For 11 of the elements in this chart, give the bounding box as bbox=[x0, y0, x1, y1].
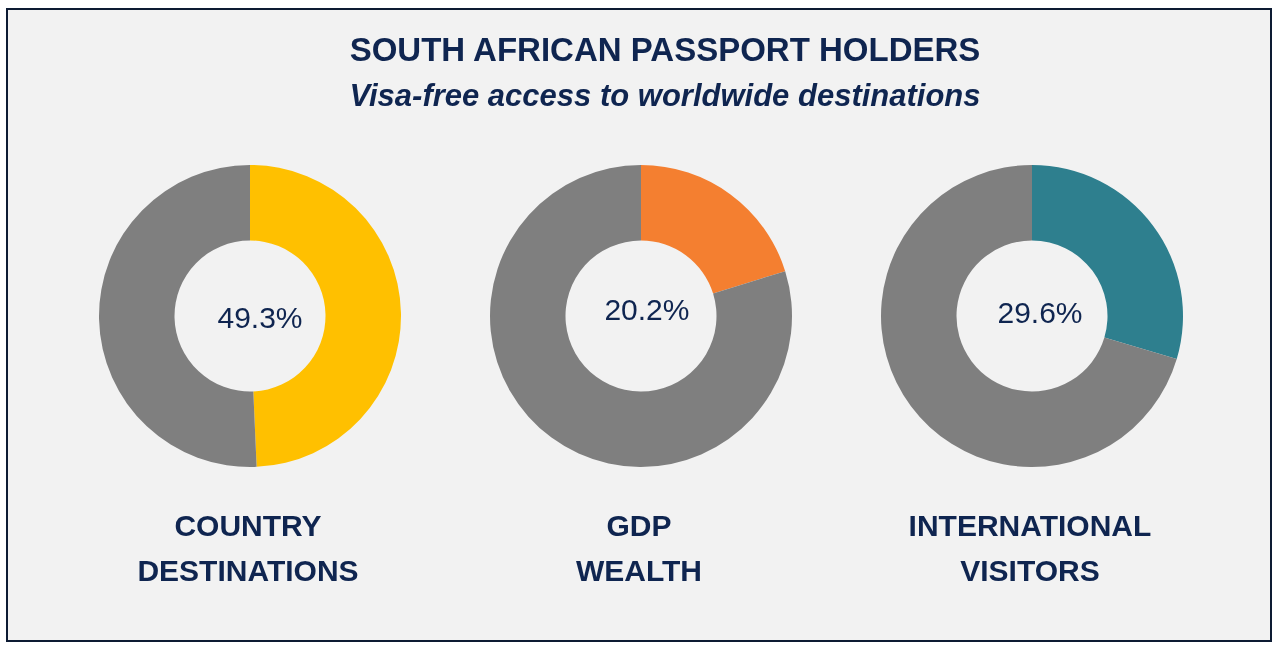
donut-slice bbox=[490, 165, 792, 467]
donut-slice bbox=[881, 165, 1177, 467]
chart-title: SOUTH AFRICAN PASSPORT HOLDERS bbox=[349, 31, 981, 68]
chart-subtitle: Visa-free access to worldwide destinations bbox=[349, 78, 981, 113]
text: COUNTRY DESTINATIONS bbox=[137, 509, 359, 587]
donut-slice bbox=[641, 165, 786, 294]
data-label: 49.3% bbox=[217, 301, 303, 335]
text: INTERNATIONAL VISITORS bbox=[908, 509, 1152, 587]
text: GDP WEALTH bbox=[575, 509, 703, 587]
data-label: 29.6% bbox=[997, 295, 1083, 329]
data-label: 20.2% bbox=[604, 293, 690, 327]
